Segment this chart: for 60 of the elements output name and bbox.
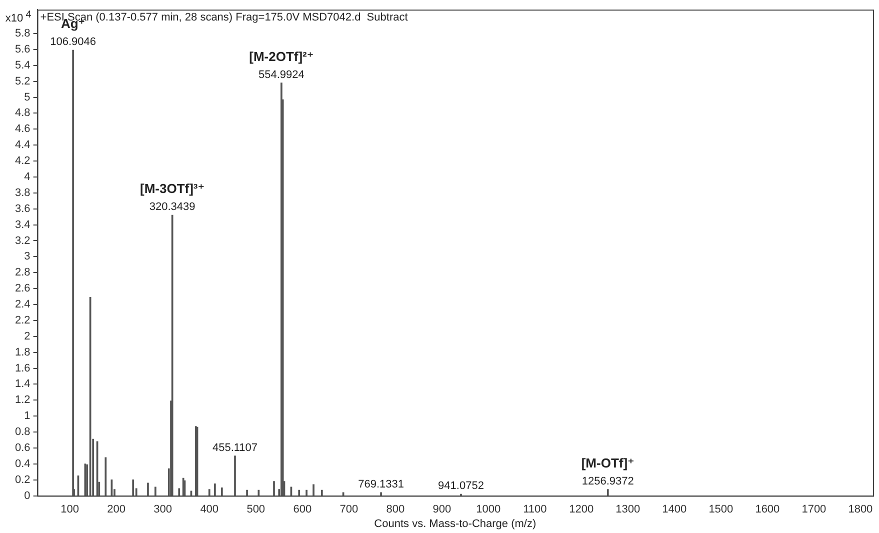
y-tick-label: 3.4	[14, 218, 30, 231]
y-tick-label: 5.6	[14, 43, 30, 56]
x-tick-label: 900	[432, 503, 452, 516]
y-tick-label: 4	[24, 171, 30, 184]
annotation: 320.3439	[149, 201, 196, 214]
y-tick-label: 2.2	[14, 314, 30, 326]
x-tick-label: 600	[293, 503, 312, 516]
annotation: [M-2OTf]²⁺	[249, 48, 314, 64]
x-tick-label: 400	[200, 503, 219, 516]
y-tick-label: 0.6	[14, 442, 30, 454]
annotation: 1256.9372	[582, 475, 634, 488]
y-tick-label: 2.8	[14, 266, 30, 279]
y-tick-label: 0.4	[14, 458, 30, 470]
y-tick-label: 0	[24, 490, 30, 502]
y-tick-label: 1.4	[14, 378, 30, 390]
y-tick-label: 1.6	[14, 362, 30, 374]
y-axis-title: x104	[5, 10, 32, 25]
y-tick-label: 1.8	[14, 346, 30, 358]
y-tick-label: 5	[24, 91, 30, 104]
y-tick-label: 3.2	[14, 234, 30, 247]
annotation: [M-3OTf]³⁺	[140, 181, 205, 196]
y-tick-label: 4.6	[14, 123, 30, 136]
y-tick-label: 5.8	[14, 28, 30, 40]
annotation: 769.1331	[358, 478, 404, 491]
x-tick-label: 1200	[569, 503, 594, 516]
y-tick-label: 5.4	[14, 59, 30, 72]
x-tick-label: 1000	[476, 503, 501, 516]
y-tick-label: 0.2	[14, 474, 30, 486]
x-tick-label: 200	[107, 503, 126, 516]
x-tick-label: 500	[246, 503, 266, 516]
x-tick-label: 300	[154, 503, 172, 516]
x-tick-label: 1300	[616, 503, 640, 516]
annotation: 455.1107	[212, 442, 258, 454]
y-tick-label: 2.4	[14, 298, 30, 311]
x-tick-label: 1400	[662, 503, 687, 516]
annotation: 941.0752	[438, 480, 484, 492]
annotation: [M-OTf]⁺	[581, 455, 634, 470]
y-tick-label: 2.6	[14, 282, 30, 295]
y-tick-label: 5.2	[14, 75, 30, 88]
x-tick-label: 700	[340, 503, 358, 516]
y-tick-label: 3.8	[14, 186, 30, 199]
x-tick-label: 1100	[523, 503, 547, 516]
y-tick-label: 3	[24, 250, 30, 263]
y-tick-label: 0.8	[14, 426, 30, 438]
y-tick-label: 4.8	[14, 107, 30, 120]
x-tick-label: 1700	[802, 503, 826, 516]
y-tick-label: 2	[24, 330, 30, 342]
x-tick-label: 1500	[708, 503, 734, 516]
y-tick-label: 3.6	[14, 202, 30, 215]
x-tick-label: 1800	[848, 503, 873, 516]
x-tick-label: 800	[386, 503, 405, 516]
y-tick-label: 1.2	[14, 394, 30, 406]
x-tick-label: 1600	[755, 503, 780, 516]
y-tick-label: 1	[24, 410, 30, 422]
x-axis-title: Counts vs. Mass-to-Charge (m/z)	[374, 518, 536, 530]
annotation: 106.9046	[50, 36, 96, 48]
y-tick-label: 4.2	[14, 155, 30, 168]
y-tick-label: 4.4	[14, 139, 30, 152]
x-tick-label: 100	[60, 503, 80, 516]
annotation: 554.9924	[258, 68, 304, 81]
